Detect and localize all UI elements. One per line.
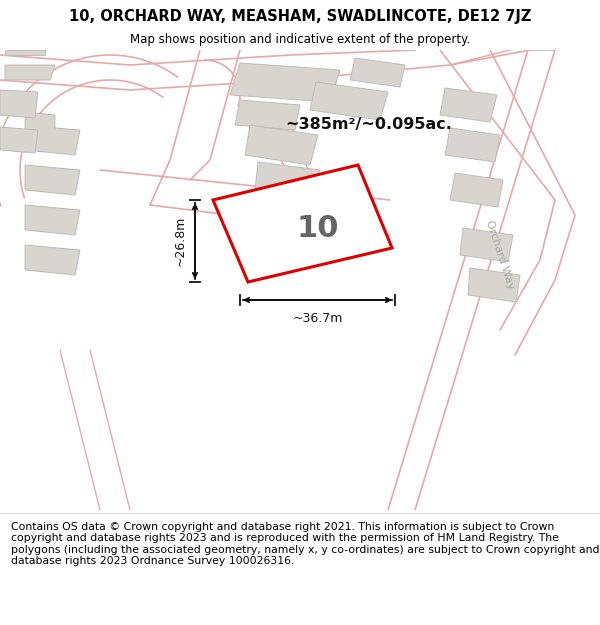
Text: 10: 10 [296,214,339,243]
Polygon shape [230,63,340,102]
Text: Orchard Way: Orchard Way [484,219,516,291]
Polygon shape [468,268,520,302]
Polygon shape [25,165,80,195]
Polygon shape [25,245,80,275]
Text: ~385m²/~0.095ac.: ~385m²/~0.095ac. [285,118,452,132]
Polygon shape [25,112,80,155]
Polygon shape [310,82,388,120]
Polygon shape [235,100,300,130]
Text: 10, ORCHARD WAY, MEASHAM, SWADLINCOTE, DE12 7JZ: 10, ORCHARD WAY, MEASHAM, SWADLINCOTE, D… [69,9,531,24]
Text: Contains OS data © Crown copyright and database right 2021. This information is : Contains OS data © Crown copyright and d… [11,521,599,566]
Polygon shape [245,125,318,165]
Polygon shape [5,65,55,80]
Polygon shape [450,173,503,207]
Polygon shape [350,58,405,87]
Polygon shape [213,165,392,282]
Polygon shape [5,50,45,55]
Polygon shape [0,90,38,118]
Polygon shape [0,127,38,153]
Polygon shape [25,205,80,235]
Polygon shape [460,228,513,262]
Polygon shape [255,162,320,198]
Text: ~26.8m: ~26.8m [174,216,187,266]
Polygon shape [445,128,500,162]
Text: ~36.7m: ~36.7m [292,312,343,325]
Text: Map shows position and indicative extent of the property.: Map shows position and indicative extent… [130,32,470,46]
Polygon shape [440,88,497,122]
